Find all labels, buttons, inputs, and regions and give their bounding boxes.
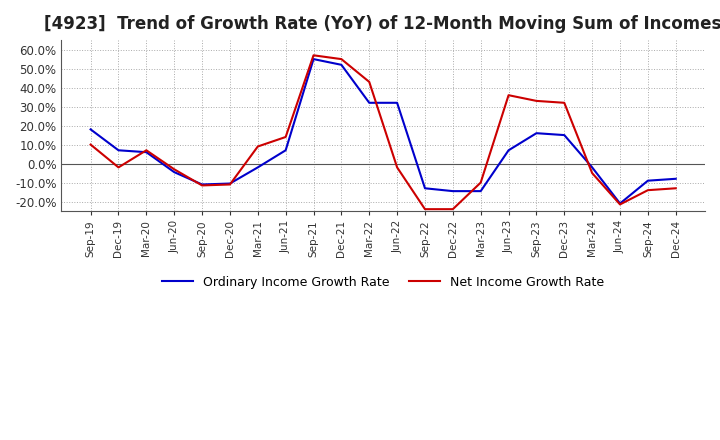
Net Income Growth Rate — [616, 202, 624, 207]
Net Income Growth Rate — [449, 206, 457, 212]
Net Income Growth Rate — [253, 144, 262, 149]
Net Income Growth Rate — [532, 98, 541, 103]
Net Income Growth Rate — [365, 79, 374, 84]
Ordinary Income Growth Rate — [225, 181, 234, 186]
Ordinary Income Growth Rate — [616, 201, 624, 206]
Net Income Growth Rate — [672, 186, 680, 191]
Ordinary Income Growth Rate — [86, 127, 95, 132]
Ordinary Income Growth Rate — [337, 62, 346, 67]
Net Income Growth Rate — [309, 53, 318, 58]
Net Income Growth Rate — [644, 187, 652, 193]
Ordinary Income Growth Rate — [560, 132, 569, 138]
Net Income Growth Rate — [393, 165, 402, 170]
Ordinary Income Growth Rate — [644, 178, 652, 183]
Net Income Growth Rate — [420, 206, 429, 212]
Ordinary Income Growth Rate — [588, 165, 596, 170]
Ordinary Income Growth Rate — [449, 188, 457, 194]
Net Income Growth Rate — [142, 148, 150, 153]
Net Income Growth Rate — [560, 100, 569, 106]
Ordinary Income Growth Rate — [282, 148, 290, 153]
Net Income Growth Rate — [198, 183, 207, 188]
Net Income Growth Rate — [588, 170, 596, 176]
Net Income Growth Rate — [337, 56, 346, 62]
Net Income Growth Rate — [282, 134, 290, 139]
Ordinary Income Growth Rate — [672, 176, 680, 181]
Line: Net Income Growth Rate: Net Income Growth Rate — [91, 55, 676, 209]
Line: Ordinary Income Growth Rate: Ordinary Income Growth Rate — [91, 59, 676, 203]
Ordinary Income Growth Rate — [393, 100, 402, 106]
Ordinary Income Growth Rate — [170, 169, 179, 175]
Ordinary Income Growth Rate — [365, 100, 374, 106]
Ordinary Income Growth Rate — [309, 56, 318, 62]
Net Income Growth Rate — [477, 180, 485, 185]
Net Income Growth Rate — [170, 167, 179, 172]
Ordinary Income Growth Rate — [477, 188, 485, 194]
Ordinary Income Growth Rate — [532, 131, 541, 136]
Net Income Growth Rate — [86, 142, 95, 147]
Net Income Growth Rate — [114, 165, 123, 170]
Title: [4923]  Trend of Growth Rate (YoY) of 12-Month Moving Sum of Incomes: [4923] Trend of Growth Rate (YoY) of 12-… — [45, 15, 720, 33]
Ordinary Income Growth Rate — [114, 148, 123, 153]
Ordinary Income Growth Rate — [420, 186, 429, 191]
Ordinary Income Growth Rate — [142, 150, 150, 155]
Ordinary Income Growth Rate — [504, 148, 513, 153]
Ordinary Income Growth Rate — [198, 182, 207, 187]
Net Income Growth Rate — [225, 182, 234, 187]
Net Income Growth Rate — [504, 92, 513, 98]
Ordinary Income Growth Rate — [253, 165, 262, 170]
Legend: Ordinary Income Growth Rate, Net Income Growth Rate: Ordinary Income Growth Rate, Net Income … — [157, 271, 609, 294]
